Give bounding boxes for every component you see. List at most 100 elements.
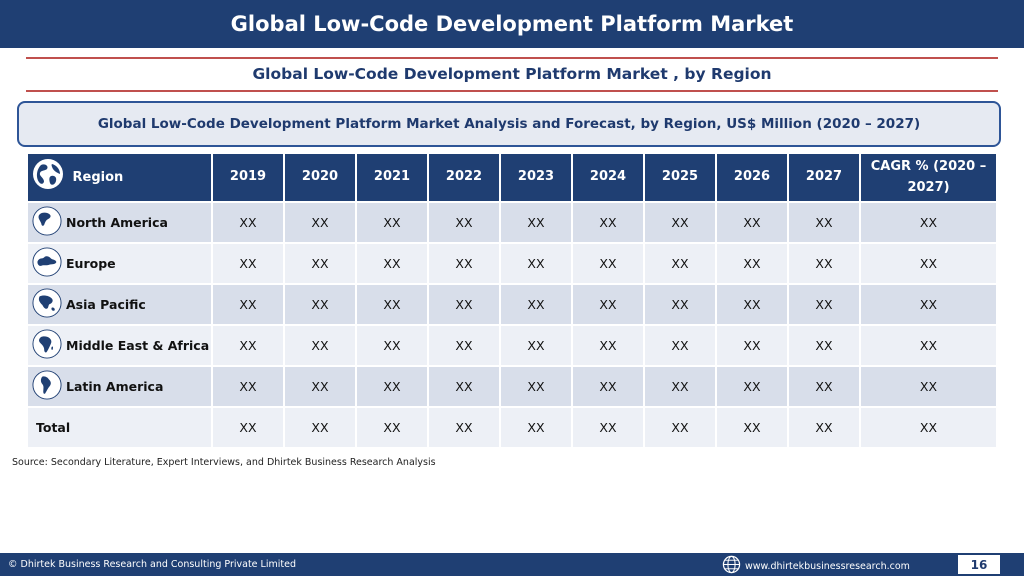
value-cell: XX — [427, 283, 501, 326]
value-cell: XX — [499, 283, 573, 326]
value-cell: XX — [787, 242, 861, 285]
column-header-year: 2022 — [427, 152, 501, 203]
table-header-row: Region 2019 2020 2021 2022 2023 2024 202… — [26, 152, 998, 203]
table-row: Europe XX XX XX XX XX XX XX XX XX XX — [26, 242, 998, 285]
value-cell: XX — [211, 201, 285, 244]
total-value-cell: XX — [643, 406, 717, 449]
value-cell: XX — [283, 283, 357, 326]
total-value-cell: XX — [787, 406, 861, 449]
table-row: Middle East & Africa XX XX XX XX XX XX XX XX XX XX — [26, 324, 998, 367]
region-forecast-table: Region 2019 2020 2021 2022 2023 2024 202… — [26, 152, 998, 449]
value-cell: XX — [355, 324, 429, 367]
value-cell: XX — [571, 242, 645, 285]
web-globe-icon — [722, 555, 741, 576]
copyright-text: © Dhirtek Business Research and Consulti… — [8, 559, 296, 570]
region-cell: Latin America — [26, 365, 213, 408]
region-label: Latin America — [66, 379, 164, 394]
table-total-row: Total XX XX XX XX XX XX XX XX XX XX — [26, 406, 998, 449]
value-cell: XX — [355, 283, 429, 326]
value-cell: XX — [355, 201, 429, 244]
column-header-year: 2024 — [571, 152, 645, 203]
value-cell: XX — [571, 283, 645, 326]
divider-top — [26, 57, 998, 59]
value-cell: XX — [643, 242, 717, 285]
value-cell: XX — [715, 365, 789, 408]
total-value-cell: XX — [715, 406, 789, 449]
value-cell: XX — [499, 201, 573, 244]
column-header-year: 2027 — [787, 152, 861, 203]
asia-pacific-map-icon — [32, 288, 62, 321]
value-cell: XX — [643, 283, 717, 326]
column-header-year: 2026 — [715, 152, 789, 203]
table-row: Asia Pacific XX XX XX XX XX XX XX XX XX XX — [26, 283, 998, 326]
website-link[interactable]: www.dhirtekbusinessresearch.com — [722, 555, 910, 576]
value-cell: XX — [499, 242, 573, 285]
value-cell: XX — [643, 201, 717, 244]
value-cell: XX — [427, 201, 501, 244]
region-cell: North America — [26, 201, 213, 244]
column-header-cagr: CAGR % (2020 – 2027) — [859, 152, 998, 203]
value-cell: XX — [355, 242, 429, 285]
value-cell: XX — [715, 283, 789, 326]
region-label: Middle East & Africa — [66, 338, 210, 353]
total-value-cell: XX — [571, 406, 645, 449]
column-header-year: 2019 — [211, 152, 285, 203]
value-cell: XX — [355, 365, 429, 408]
column-header-year: 2025 — [643, 152, 717, 203]
africa-map-icon — [32, 329, 62, 362]
value-cell: XX — [859, 324, 998, 367]
value-cell: XX — [283, 324, 357, 367]
region-cell: Europe — [26, 242, 213, 285]
page-title: Global Low-Code Development Platform Mar… — [230, 12, 794, 36]
value-cell: XX — [859, 365, 998, 408]
value-cell: XX — [499, 324, 573, 367]
page-footer: © Dhirtek Business Research and Consulti… — [0, 553, 1024, 576]
value-cell: XX — [571, 324, 645, 367]
value-cell: XX — [211, 283, 285, 326]
value-cell: XX — [643, 365, 717, 408]
value-cell: XX — [787, 365, 861, 408]
website-url: www.dhirtekbusinessresearch.com — [745, 560, 910, 572]
value-cell: XX — [283, 201, 357, 244]
total-label: Total — [26, 406, 213, 449]
total-value-cell: XX — [283, 406, 357, 449]
region-cell: Asia Pacific — [26, 283, 213, 326]
page-header: Global Low-Code Development Platform Mar… — [0, 0, 1024, 48]
north-america-map-icon — [32, 206, 62, 239]
value-cell: XX — [715, 324, 789, 367]
value-cell: XX — [571, 365, 645, 408]
table-row: Latin America XX XX XX XX XX XX XX XX XX XX — [26, 365, 998, 408]
value-cell: XX — [715, 242, 789, 285]
value-cell: XX — [211, 365, 285, 408]
value-cell: XX — [859, 201, 998, 244]
region-label: Europe — [66, 256, 116, 271]
divider-bottom — [26, 90, 998, 92]
value-cell: XX — [571, 201, 645, 244]
value-cell: XX — [427, 365, 501, 408]
region-label: Asia Pacific — [66, 297, 146, 312]
page-number: 16 — [958, 555, 1000, 574]
europe-map-icon — [32, 247, 62, 280]
section-subtitle: Global Low-Code Development Platform Mar… — [252, 65, 772, 83]
table-row: North America XX XX XX XX XX XX XX XX XX XX — [26, 201, 998, 244]
value-cell: XX — [787, 283, 861, 326]
total-value-cell: XX — [859, 406, 998, 449]
value-cell: XX — [283, 242, 357, 285]
column-header-year: 2020 — [283, 152, 357, 203]
source-note: Source: Secondary Literature, Expert Int… — [12, 457, 436, 468]
region-cell: Middle East & Africa — [26, 324, 213, 367]
table-caption: Global Low-Code Development Platform Mar… — [97, 116, 921, 132]
total-value-cell: XX — [499, 406, 573, 449]
value-cell: XX — [787, 324, 861, 367]
latin-america-map-icon — [32, 370, 62, 403]
value-cell: XX — [427, 242, 501, 285]
table-caption-banner: Global Low-Code Development Platform Mar… — [17, 101, 1001, 147]
value-cell: XX — [787, 201, 861, 244]
region-label: North America — [66, 215, 168, 230]
value-cell: XX — [283, 365, 357, 408]
globe-icon — [32, 158, 64, 197]
value-cell: XX — [859, 283, 998, 326]
column-header-year: 2023 — [499, 152, 573, 203]
total-value-cell: XX — [355, 406, 429, 449]
value-cell: XX — [643, 324, 717, 367]
